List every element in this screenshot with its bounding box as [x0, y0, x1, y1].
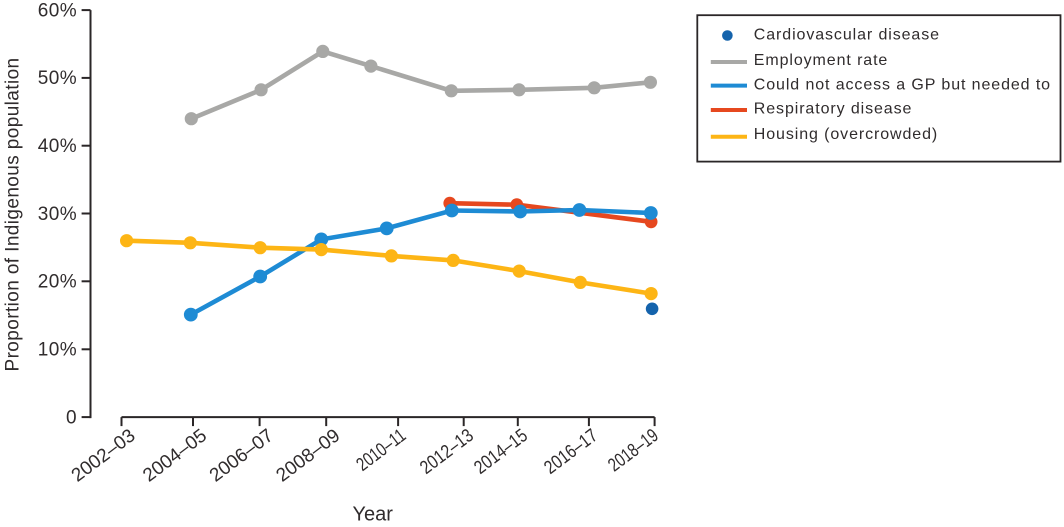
- svg-text:Housing (overcrowded): Housing (overcrowded): [754, 126, 938, 143]
- svg-text:Year: Year: [352, 504, 393, 526]
- svg-text:Proportion of Indigenous popul: Proportion of Indigenous population: [3, 57, 24, 371]
- svg-text:Could not access a GP but need: Could not access a GP but needed to: [754, 76, 1051, 93]
- svg-text:0: 0: [66, 407, 77, 428]
- svg-text:Respiratory disease: Respiratory disease: [754, 101, 913, 118]
- svg-text:Employment rate: Employment rate: [754, 52, 888, 69]
- svg-text:40%: 40%: [38, 136, 77, 157]
- svg-text:20%: 20%: [38, 272, 77, 293]
- svg-text:Cardiovascular disease: Cardiovascular disease: [754, 27, 940, 44]
- svg-text:10%: 10%: [38, 340, 77, 361]
- svg-text:60%: 60%: [38, 0, 77, 21]
- svg-text:50%: 50%: [38, 68, 77, 89]
- svg-text:30%: 30%: [38, 204, 77, 225]
